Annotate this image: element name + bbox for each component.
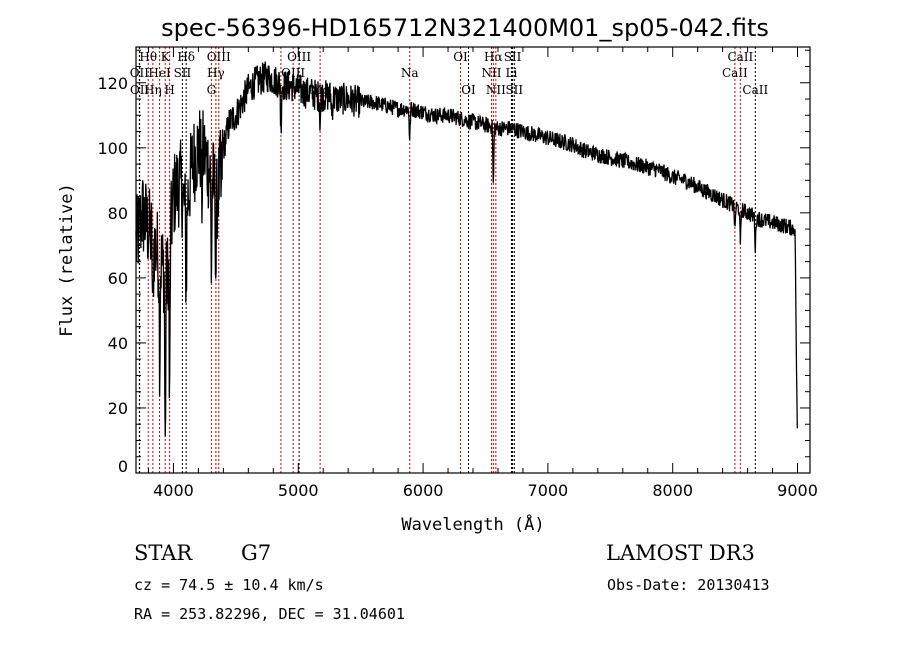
x-tick-label: 9000: [777, 481, 818, 500]
object-class: STAR: [134, 541, 193, 565]
x-tick-label: 4000: [153, 481, 194, 500]
y-tick-label: 100: [97, 139, 128, 158]
spectral-line-label: NII: [481, 66, 501, 80]
x-tick-label: 7000: [528, 481, 569, 500]
y-tick-label: 80: [108, 204, 128, 223]
x-tick-label: 8000: [652, 481, 693, 500]
x-axis-label: Wavelength (Å): [401, 513, 544, 535]
chart-title: spec-56396-HD165712N321400M01_sp05-042.f…: [161, 14, 769, 42]
spectral-line-label: Li: [506, 66, 518, 80]
spectral-line-label: SII: [174, 66, 192, 80]
y-tick-label: 60: [108, 269, 128, 288]
spectral-line-label: Hδ: [177, 50, 195, 64]
obs-date: Obs-Date: 20130413: [607, 576, 770, 594]
y-tick-label: 0: [118, 457, 128, 476]
spectral-line-label: CaII: [722, 66, 748, 80]
spectral-line-label: CaII: [727, 50, 753, 64]
spectral-line-label: OI: [461, 83, 476, 97]
spectral-line-label: NII: [486, 83, 506, 97]
spectral-line-label: OII: [130, 83, 150, 97]
spectral-line-label: CaII: [742, 83, 768, 97]
y-tick-label: 40: [108, 334, 128, 353]
y-tick-label: 20: [108, 399, 128, 418]
y-tick-label: 120: [97, 74, 128, 93]
spectral-line-label: OIII: [287, 50, 311, 64]
spectral-line-label: Hα: [484, 50, 503, 64]
coordinates: RA = 253.82296, DEC = 31.04601: [134, 605, 405, 623]
spectral-line-label: OIII: [207, 50, 231, 64]
spectral-line-label: Hη: [144, 83, 162, 97]
spectral-line-label: H: [164, 83, 174, 97]
spectral-line-label: G: [207, 83, 217, 97]
y-axis-label: Flux (relative): [57, 183, 77, 337]
spectral-line-label: Na: [401, 66, 419, 80]
spectral-line-label: K: [161, 50, 171, 64]
spectral-line-label: Hγ: [207, 66, 225, 80]
x-tick-label: 6000: [403, 481, 444, 500]
spectrum-flux-line: [135, 61, 798, 437]
redshift-cz: cz = 74.5 ± 10.4 km/s: [134, 576, 324, 594]
survey-name: LAMOST DR3: [606, 541, 755, 565]
spectral-line-label: SII: [505, 83, 523, 97]
spectral-line-label: SII: [504, 50, 522, 64]
object-subclass: G7: [241, 541, 271, 565]
spectral-line-label: Hθ: [139, 50, 157, 64]
spectral-line-label: OI: [453, 50, 468, 64]
x-tick-label: 5000: [278, 481, 319, 500]
spectral-line-label: HeI: [148, 66, 171, 80]
